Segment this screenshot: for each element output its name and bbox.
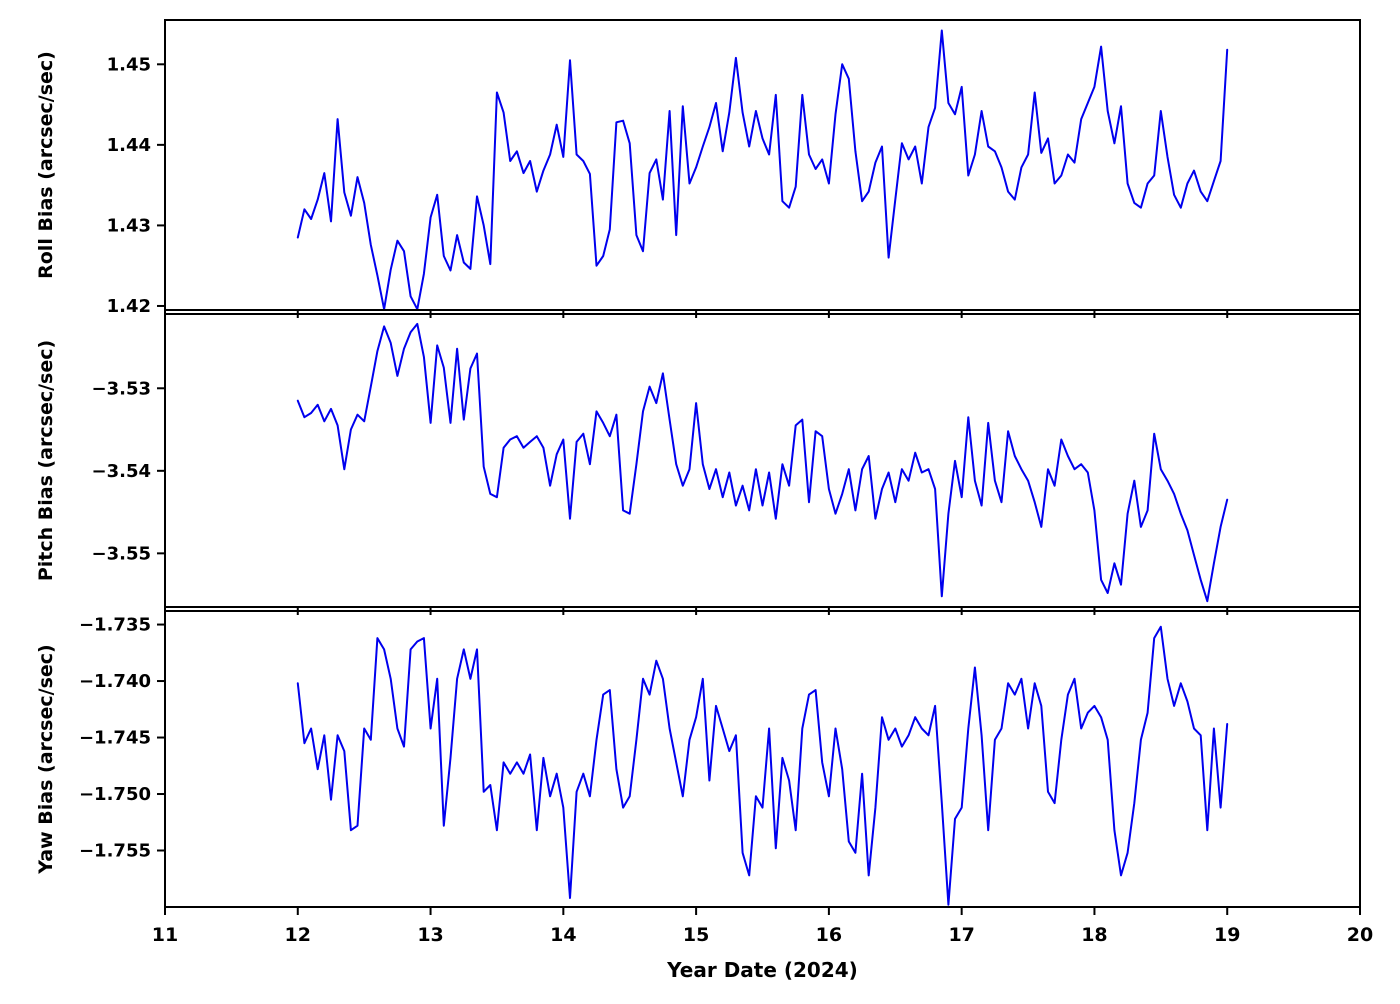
xtick-label: 20 [1347, 924, 1373, 946]
roll-bias-axes-box [164, 19, 1361, 311]
yaw-bias-ylabel: Yaw Bias (arcsec/sec) [35, 644, 57, 874]
pitch-bias-ytick-label: −3.53 [92, 378, 152, 399]
xtick-label: 16 [816, 924, 842, 946]
pitch-bias-panel: −3.53 −3.54 −3.55 Pitch Bias (arcsec/sec) [35, 313, 1361, 615]
roll-bias-ytick-label: 1.45 [107, 54, 151, 75]
yaw-bias-axes-box [164, 610, 1361, 908]
yaw-bias-ytick-label: −1.735 [79, 615, 151, 636]
roll-bias-ytick-label: 1.43 [107, 215, 151, 236]
yaw-bias-ytick-label: −1.750 [79, 784, 151, 805]
xtick-label: 12 [285, 924, 311, 946]
yaw-bias-line [296, 625, 1229, 906]
yaw-bias-ytick-label: −1.740 [79, 671, 151, 692]
pitch-bias-line [296, 322, 1229, 603]
pitch-bias-ytick-label: −3.55 [92, 543, 152, 564]
xlabel: Year Date (2024) [666, 958, 858, 982]
xtick-label: 11 [152, 924, 178, 946]
roll-bias-line [296, 29, 1229, 311]
roll-bias-panel: 1.42 1.43 1.44 1.45 Roll Bias (arcsec/sec) [35, 19, 1361, 318]
xtick-label: 18 [1081, 924, 1107, 946]
yaw-bias-ytick-label: −1.745 [79, 728, 151, 749]
xtick-label: 15 [683, 924, 709, 946]
xtick-label: 19 [1214, 924, 1240, 946]
roll-bias-ytick-label: 1.42 [107, 296, 151, 317]
pitch-bias-axes-box [164, 313, 1361, 608]
pitch-bias-ylabel: Pitch Bias (arcsec/sec) [35, 340, 57, 581]
xtick-label: 17 [948, 924, 974, 946]
roll-bias-ytick-label: 1.44 [107, 135, 151, 156]
yaw-bias-panel: −1.735 −1.740 −1.745 −1.750 −1.755 11 12 13 14 15… [35, 610, 1373, 982]
xtick-label: 14 [550, 924, 576, 946]
xtick-label: 13 [417, 924, 443, 946]
pitch-bias-ytick-label: −3.54 [92, 461, 152, 482]
roll-bias-ylabel: Roll Bias (arcsec/sec) [35, 51, 57, 279]
yaw-bias-ytick-label: −1.755 [79, 841, 151, 862]
